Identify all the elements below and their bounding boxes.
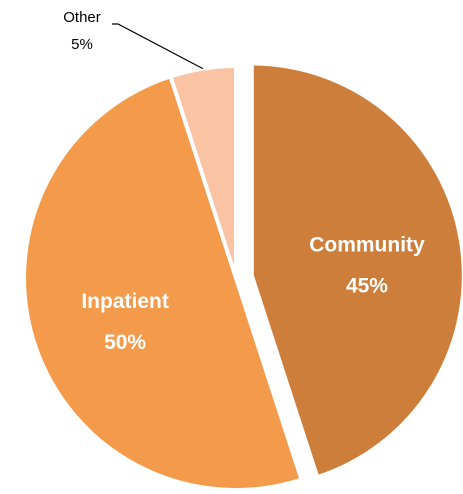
slice-label-other: Other xyxy=(63,9,101,26)
pie-slice-community xyxy=(249,61,463,480)
pie-slice-inpatient xyxy=(22,74,304,492)
slice-label-community: Community xyxy=(309,233,425,256)
leader-line-other xyxy=(112,23,204,70)
pie-slices xyxy=(22,61,463,492)
slice-value-other: 5% xyxy=(71,36,93,53)
slice-label-inpatient: Inpatient xyxy=(81,290,169,313)
pie-labels: Community 45% Inpatient 50% Other 5% xyxy=(63,9,425,354)
slice-value-community: 45% xyxy=(346,274,388,297)
slice-value-inpatient: 50% xyxy=(104,331,146,354)
